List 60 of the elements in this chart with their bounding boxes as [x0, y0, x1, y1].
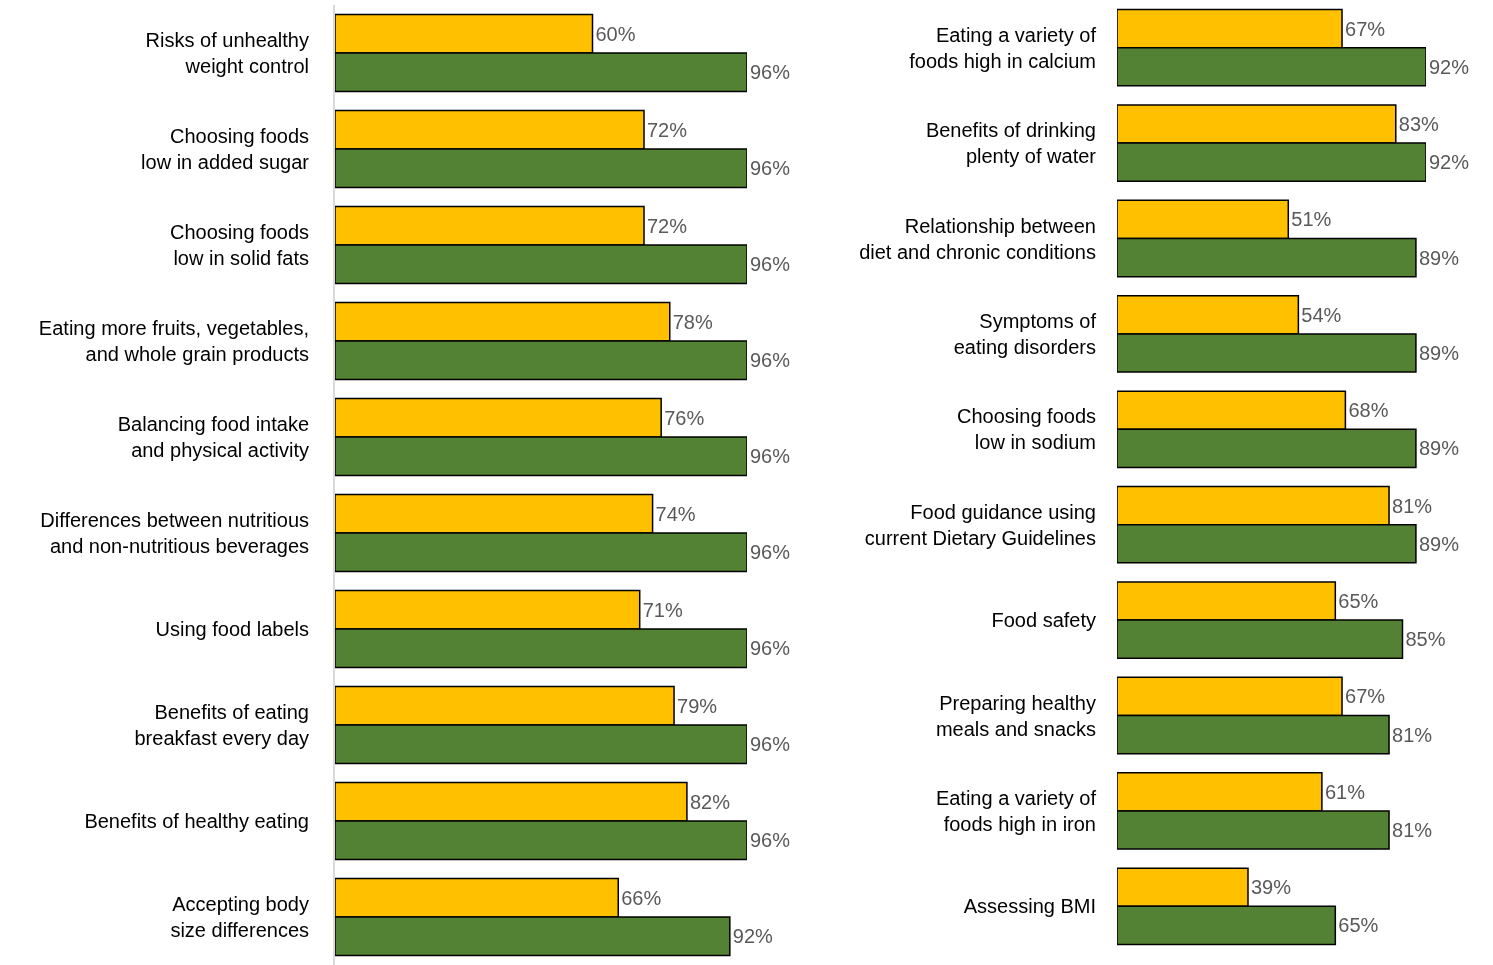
data-label: 82% [689, 790, 731, 813]
y-tick-label: Benefits of healthy eating [84, 810, 309, 832]
data-label: 81% [1392, 494, 1433, 517]
y-tick-label: Food safety [991, 609, 1096, 632]
data-label: 96% [750, 445, 791, 468]
data-label: 81% [1392, 818, 1433, 841]
y-tick-label: Food guidance using current Dietary Guidelines [864, 500, 1096, 549]
data-label: 92% [732, 925, 774, 948]
data-label: 96% [750, 541, 791, 564]
data-label: 78% [672, 310, 713, 333]
data-label: 54% [1301, 303, 1342, 326]
data-label: 81% [1392, 723, 1433, 746]
data-label: 96% [750, 157, 791, 180]
data-label: 96% [750, 253, 791, 276]
data-label: 39% [1250, 876, 1292, 899]
y-tick-label: Preparing healthy meals and snacks [935, 691, 1096, 740]
data-label: 65% [1338, 914, 1379, 937]
y-tick-label: Symptoms of eating disorders [953, 309, 1097, 358]
y-tick-label: Assessing BMI [963, 895, 1096, 918]
data-label: 89% [1418, 437, 1460, 460]
y-tick-label: Differences between nutritious and non-nutritious beverages [40, 509, 309, 557]
data-label: 74% [655, 502, 696, 525]
y-tick-label: Accepting body size differences [170, 893, 309, 941]
data-label: 89% [1418, 341, 1460, 364]
data-label: 79% [677, 694, 718, 717]
data-label: 89% [1418, 246, 1460, 269]
data-label: 66% [621, 886, 662, 909]
y-tick-label: Choosing foods low in sodium [957, 405, 1096, 454]
data-label: 85% [1405, 628, 1446, 651]
data-label: 83% [1398, 113, 1440, 136]
y-tick-label: Eating more fruits, vegetables, and whole grain products [38, 317, 309, 365]
y-tick-label: Eating a variety of foods high in calcium [909, 23, 1097, 72]
data-label: 60% [595, 22, 636, 45]
data-label: 67% [1345, 685, 1386, 708]
data-label: 92% [1429, 151, 1470, 174]
y-tick-label: Risks of unhealthy weight control [145, 29, 309, 77]
data-label: 72% [647, 214, 688, 237]
data-label: 92% [1429, 55, 1470, 78]
data-label: 96% [750, 829, 791, 852]
data-label: 96% [750, 349, 791, 372]
data-label: 96% [750, 61, 791, 84]
data-label: 51% [1291, 208, 1332, 231]
data-label: 71% [642, 598, 683, 621]
data-label: 72% [647, 118, 688, 141]
data-label: 96% [750, 637, 791, 660]
data-label: 96% [750, 733, 791, 756]
y-tick-label: Eating a variety of foods high in iron [935, 786, 1097, 835]
data-label: 76% [664, 406, 705, 429]
y-tick-label: Using food labels [155, 618, 309, 640]
y-tick-label: Choosing foods low in added sugar [141, 125, 310, 173]
y-tick-label: Benefits of drinking plenty of water [925, 119, 1097, 168]
data-label: 68% [1348, 399, 1389, 422]
y-tick-label: Choosing foods low in solid fats [170, 221, 309, 269]
data-label: 89% [1418, 532, 1460, 555]
data-label: 61% [1324, 780, 1366, 803]
data-label: 65% [1338, 590, 1379, 613]
y-tick-label: Benefits of eating breakfast every day [134, 701, 309, 749]
y-tick-label: Relationship between diet and chronic conditions [859, 214, 1096, 263]
data-label: 67% [1345, 17, 1386, 40]
y-tick-label: Balancing food intake and physical activity [117, 413, 309, 461]
